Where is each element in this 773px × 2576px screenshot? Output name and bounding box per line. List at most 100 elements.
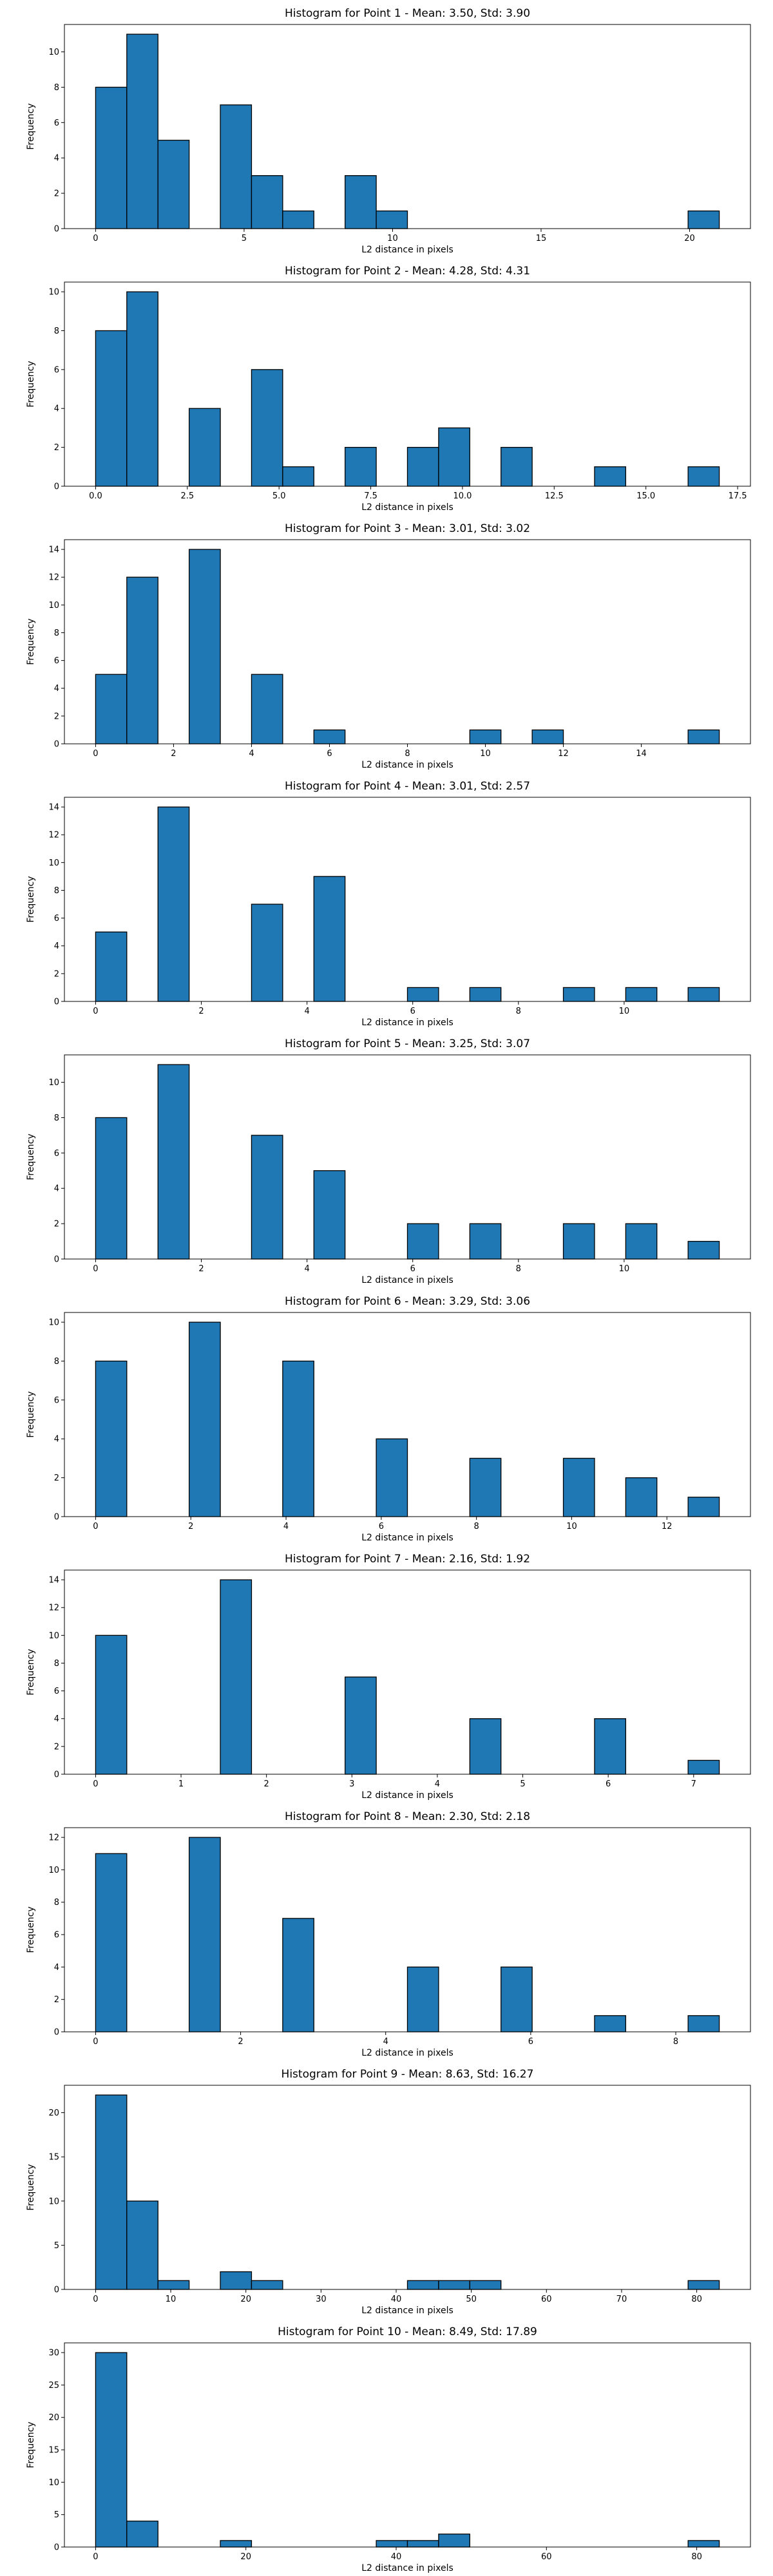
y-tick-label: 8	[54, 886, 59, 896]
x-tick-label: 12	[558, 749, 569, 759]
x-tick-label: 10	[387, 234, 398, 243]
x-tick-label: 4	[383, 2037, 388, 2047]
x-axis-label: L2 distance in pixels	[361, 1533, 453, 1543]
y-tick-label: 14	[48, 803, 59, 813]
y-tick-label: 10	[48, 2197, 59, 2206]
axes-frame	[64, 1569, 751, 1775]
x-tick-label: 40	[391, 2552, 402, 2562]
y-tick-label: 8	[54, 1357, 59, 1367]
histogram-bar	[95, 1360, 128, 1517]
histogram-bar	[251, 904, 283, 1002]
x-tick-label: 3	[349, 1779, 354, 1789]
plot-area	[64, 2085, 750, 2289]
y-tick-label: 6	[54, 656, 59, 666]
chart-title: Histogram for Point 3 - Mean: 3.01, Std:…	[285, 522, 530, 535]
y-tick-label: 6	[54, 365, 59, 375]
axes-frame	[64, 1312, 751, 1517]
histogram-bar	[157, 806, 190, 1002]
histogram-bar	[188, 549, 221, 744]
x-tick-label: 10	[566, 1522, 577, 1531]
y-tick-label: 2	[54, 1220, 59, 1229]
histogram-bar	[157, 140, 190, 229]
chart-title: Histogram for Point 10 - Mean: 8.49, Std…	[278, 2325, 537, 2338]
y-tick-label: 6	[54, 1149, 59, 1159]
x-tick-label: 12.5	[545, 491, 564, 501]
histogram-bar	[406, 1966, 439, 2032]
y-tick-label: 8	[54, 629, 59, 638]
x-tick-label: 6	[410, 1264, 415, 1274]
x-tick-label: 6	[410, 1007, 415, 1016]
histogram-bar	[687, 2280, 720, 2290]
histogram-bar	[313, 1170, 346, 1260]
histogram-bar	[562, 1457, 595, 1517]
y-tick-label: 6	[54, 914, 59, 923]
y-tick-label: 14	[48, 1576, 59, 1586]
axes-frame	[64, 281, 751, 487]
x-tick-label: 60	[541, 2552, 552, 2562]
histogram-bar	[625, 1223, 658, 1260]
x-tick-label: 40	[391, 2295, 402, 2304]
x-tick-label: 0	[93, 234, 98, 243]
y-tick-label: 25	[48, 2381, 59, 2391]
y-tick-label: 4	[54, 154, 59, 164]
histogram-bar	[282, 1360, 314, 1517]
histogram-bar	[469, 1223, 502, 1260]
y-axis-label: Frequency	[26, 876, 36, 922]
y-tick-label: 8	[54, 1659, 59, 1669]
histogram-bar	[501, 1966, 533, 2032]
chart-title: Histogram for Point 1 - Mean: 3.50, Std:…	[285, 7, 530, 20]
x-tick-label: 7	[691, 1779, 696, 1789]
histogram-bar	[157, 1064, 190, 1260]
histogram-bar	[157, 2280, 190, 2290]
x-tick-label: 0	[93, 1264, 98, 1274]
x-axis-label: L2 distance in pixels	[361, 1790, 453, 1801]
histogram-bar	[313, 729, 346, 744]
x-tick-label: 10	[619, 1264, 630, 1274]
plot-area	[64, 2343, 750, 2547]
histogram-bar	[687, 1240, 720, 1260]
histogram-bar	[188, 1837, 221, 2032]
y-tick-label: 4	[54, 1184, 59, 1194]
x-tick-label: 2	[198, 1264, 204, 1274]
y-tick-label: 0	[54, 740, 59, 750]
x-axis-label: L2 distance in pixels	[361, 1018, 453, 1028]
y-tick-label: 5	[54, 2241, 59, 2251]
y-tick-label: 2	[54, 1742, 59, 1752]
x-tick-label: 5.0	[272, 491, 286, 501]
histogram-bar	[687, 1759, 720, 1775]
x-axis-label: L2 distance in pixels	[361, 2048, 453, 2058]
y-tick-label: 6	[54, 1687, 59, 1696]
y-tick-label: 2	[54, 969, 59, 979]
x-tick-label: 0	[93, 1522, 98, 1531]
axes-frame	[64, 1827, 751, 2032]
y-tick-label: 0	[54, 482, 59, 492]
histogram-bar	[687, 2015, 720, 2032]
histogram-bar	[220, 2271, 253, 2290]
histogram-chart-6: Histogram for Point 6 - Mean: 3.29, Std:…	[26, 1295, 751, 1543]
histogram-bar	[95, 330, 128, 487]
histogram-bar	[95, 931, 128, 1002]
histogram-chart-5: Histogram for Point 5 - Mean: 3.25, Std:…	[26, 1037, 751, 1285]
x-tick-label: 20	[240, 2295, 251, 2304]
chart-title: Histogram for Point 5 - Mean: 3.25, Std:…	[285, 1037, 530, 1050]
x-tick-label: 8	[516, 1007, 521, 1016]
histogram-bar	[562, 1223, 595, 1260]
x-tick-label: 4	[304, 1264, 309, 1274]
x-tick-label: 2	[238, 2037, 243, 2047]
histogram-bar	[313, 876, 346, 1002]
y-tick-label: 10	[48, 1078, 59, 1088]
y-tick-label: 0	[54, 998, 59, 1007]
y-axis-label: Frequency	[26, 2164, 36, 2210]
histogram-bar	[126, 2521, 158, 2548]
x-tick-label: 8	[474, 1522, 479, 1531]
x-tick-label: 10	[166, 2295, 177, 2304]
histogram-bar	[438, 2280, 470, 2290]
chart-title: Histogram for Point 8 - Mean: 2.30, Std:…	[285, 1810, 530, 1823]
y-axis-label: Frequency	[26, 1391, 36, 1437]
x-tick-label: 8	[673, 2037, 678, 2047]
x-tick-label: 5	[242, 234, 247, 243]
y-tick-label: 8	[54, 1898, 59, 1908]
y-tick-label: 2	[54, 1473, 59, 1483]
histogram-bar	[95, 86, 128, 229]
